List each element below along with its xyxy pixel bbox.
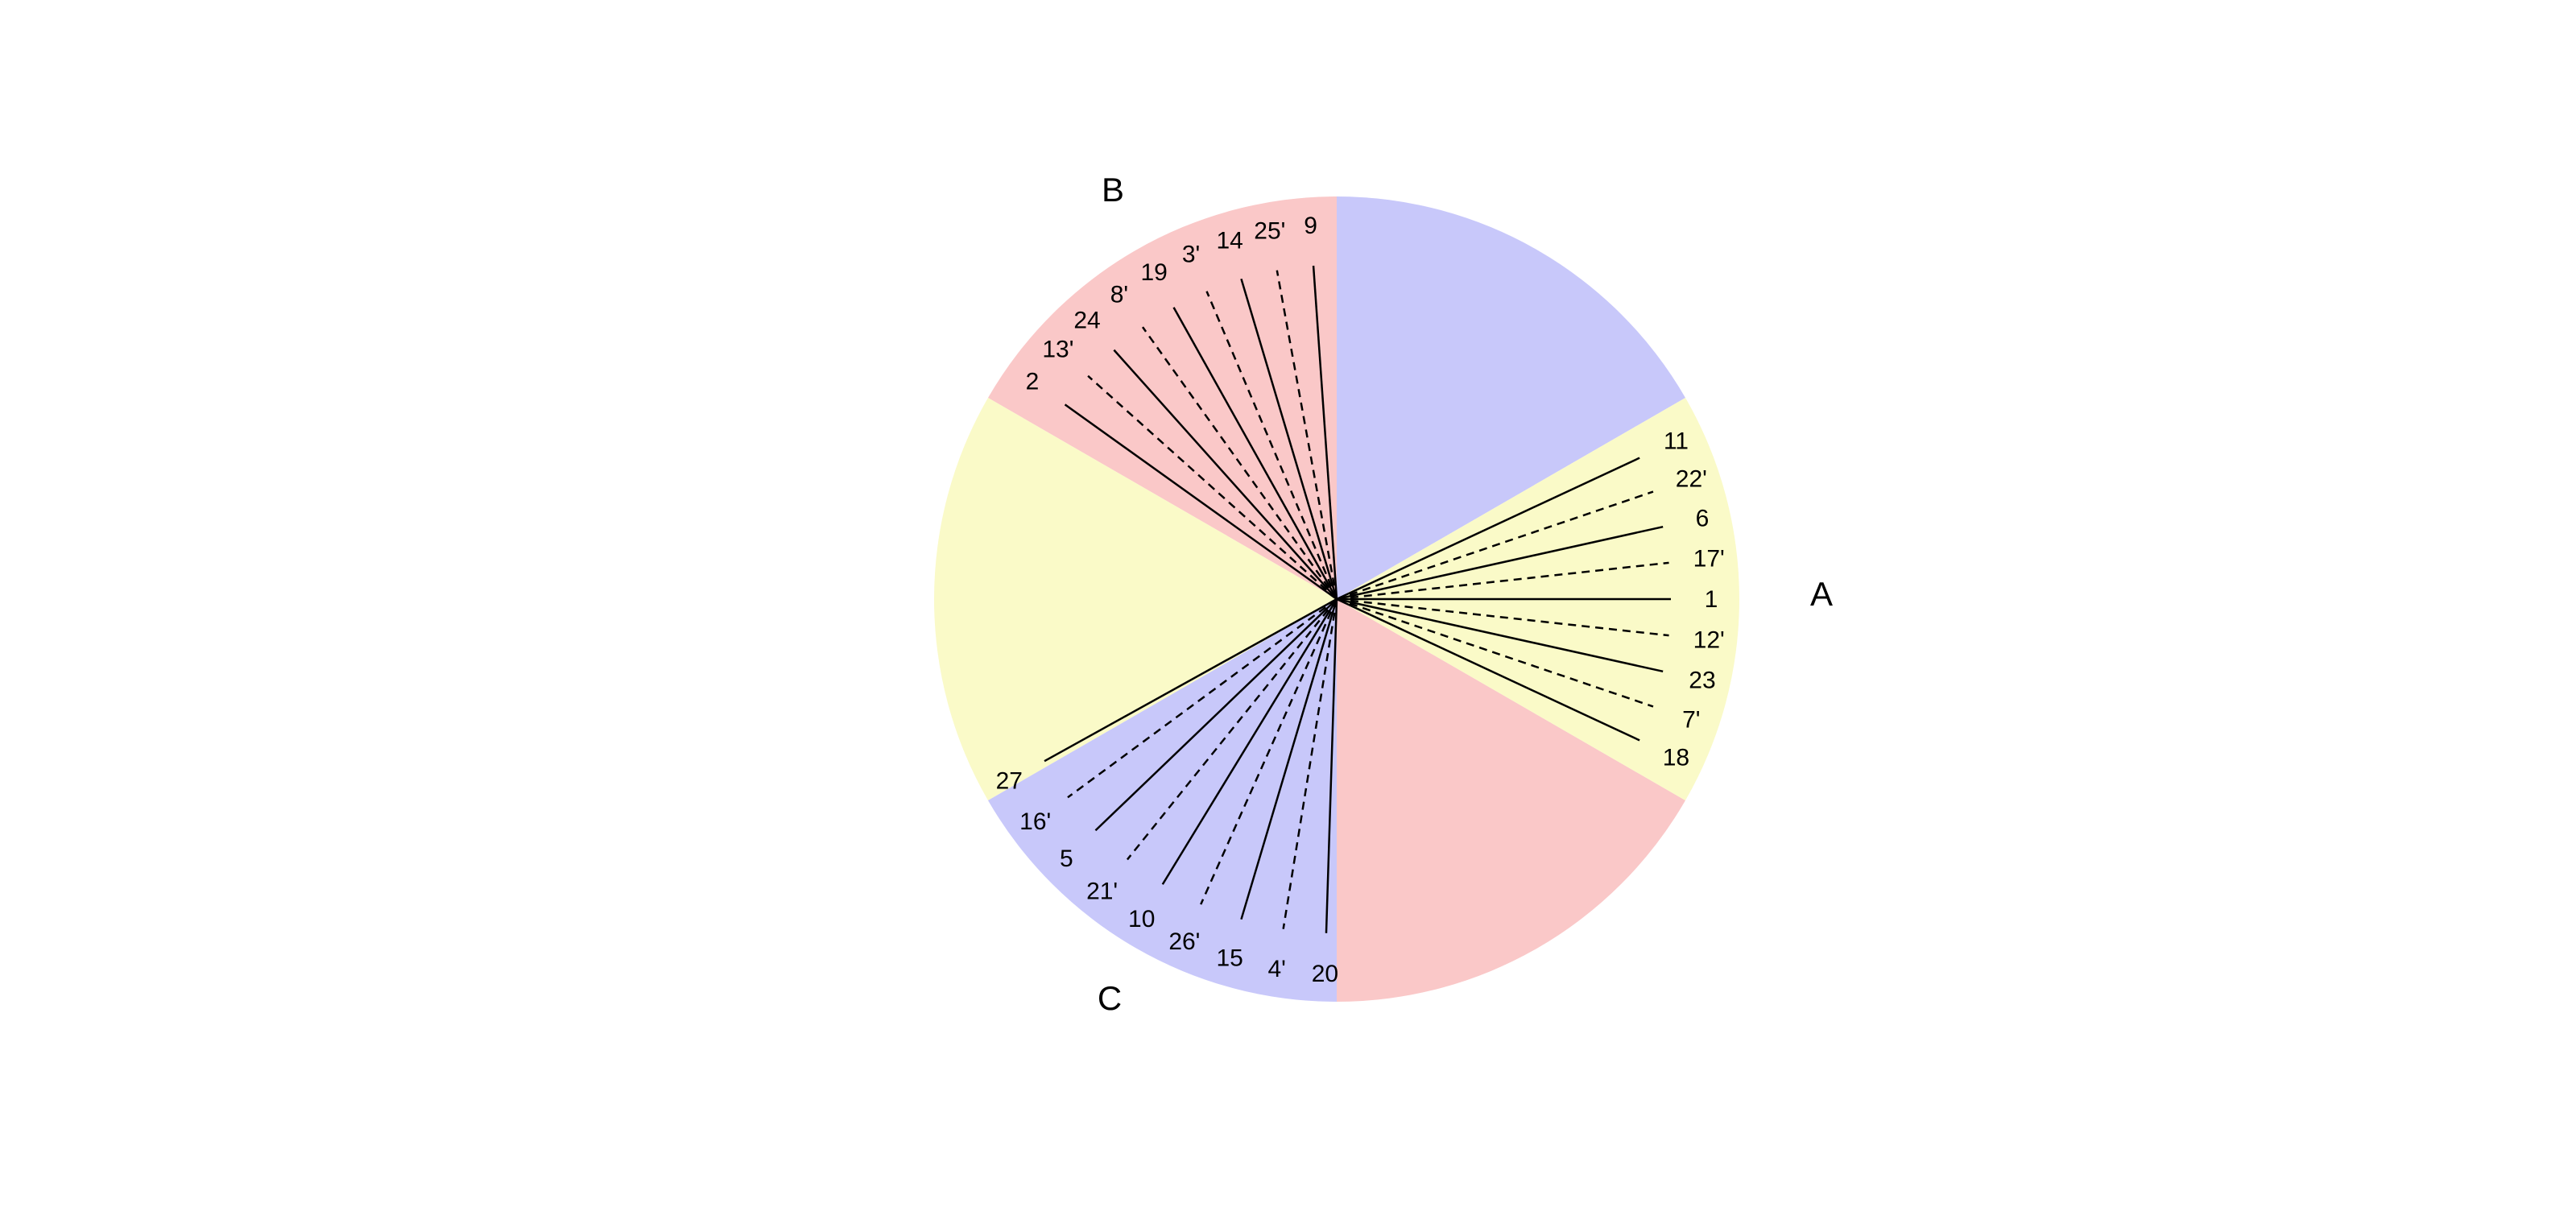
ray-label-8p: 8' — [1110, 281, 1128, 308]
group-label-a: A — [1810, 575, 1833, 613]
ray-line-25p — [1276, 270, 1338, 600]
ray-label-6: 6 — [1696, 505, 1710, 531]
ray-line-24 — [1113, 349, 1338, 600]
ray-line-8p — [1141, 326, 1338, 600]
ray-label-13p: 13' — [1042, 336, 1073, 362]
ray-line-3p — [1205, 291, 1338, 600]
ray-line-4p — [1282, 598, 1338, 929]
sector-wedge-2 — [987, 196, 1337, 599]
ray-label-3p: 3' — [1182, 242, 1200, 268]
ray-line-20 — [1325, 598, 1338, 933]
ray-line-13p — [1087, 374, 1338, 600]
ray-label-11: 11 — [1664, 428, 1689, 454]
ray-label-10: 10 — [1128, 906, 1155, 932]
ray-line-9 — [1312, 265, 1338, 600]
ray-label-12p: 12' — [1693, 627, 1725, 654]
ray-label-14: 14 — [1216, 227, 1243, 254]
group-label-b: B — [1102, 171, 1124, 209]
ray-label-1: 1 — [1705, 586, 1718, 613]
ray-line-12p — [1336, 597, 1669, 637]
ray-line-21p — [1126, 598, 1338, 861]
ray-label-5: 5 — [1060, 846, 1073, 872]
ray-line-23 — [1336, 597, 1664, 673]
ray-label-24: 24 — [1073, 307, 1100, 333]
ray-line-7p — [1336, 597, 1654, 708]
ray-line-14 — [1240, 278, 1338, 600]
ray-label-20: 20 — [1312, 961, 1338, 987]
ray-label-17p: 17' — [1693, 545, 1725, 572]
ray-line-19 — [1172, 307, 1338, 600]
ray-label-26p: 26' — [1168, 928, 1200, 955]
ray-label-25p: 25' — [1254, 217, 1285, 244]
ray-line-2 — [1064, 403, 1338, 601]
ray-lines — [1044, 265, 1671, 933]
ray-line-10 — [1161, 598, 1338, 885]
ray-label-19: 19 — [1140, 259, 1167, 286]
group-label-c: C — [1098, 979, 1122, 1017]
ray-label-4p: 4' — [1267, 956, 1285, 982]
ray-line-6 — [1336, 525, 1664, 601]
ray-line-17p — [1336, 561, 1669, 601]
ray-line-27 — [1044, 597, 1338, 763]
ray-label-7p: 7' — [1682, 706, 1700, 733]
ray-label-23: 23 — [1689, 668, 1715, 694]
ray-line-16p — [1067, 597, 1338, 799]
ray-label-27: 27 — [996, 767, 1023, 794]
ray-label-22p: 22' — [1676, 466, 1707, 493]
ray-label-15: 15 — [1216, 945, 1243, 972]
ray-label-2: 2 — [1026, 368, 1040, 395]
sector-wedge-3 — [934, 398, 1337, 800]
sector-wedge-4 — [987, 599, 1337, 1002]
ray-label-9: 9 — [1304, 213, 1317, 239]
ray-label-16p: 16' — [1019, 808, 1051, 835]
sector-wedge-1 — [1337, 196, 1686, 599]
ray-label-21p: 21' — [1086, 878, 1118, 904]
ray-line-26p — [1200, 598, 1338, 905]
ray-line-5 — [1094, 598, 1338, 832]
ray-line-22p — [1336, 490, 1654, 601]
ray-line-15 — [1240, 598, 1338, 920]
ray-line-18 — [1336, 597, 1640, 742]
ray-line-11 — [1336, 457, 1640, 601]
sector-wedge-5 — [1337, 599, 1686, 1002]
ray-label-18: 18 — [1663, 745, 1689, 771]
